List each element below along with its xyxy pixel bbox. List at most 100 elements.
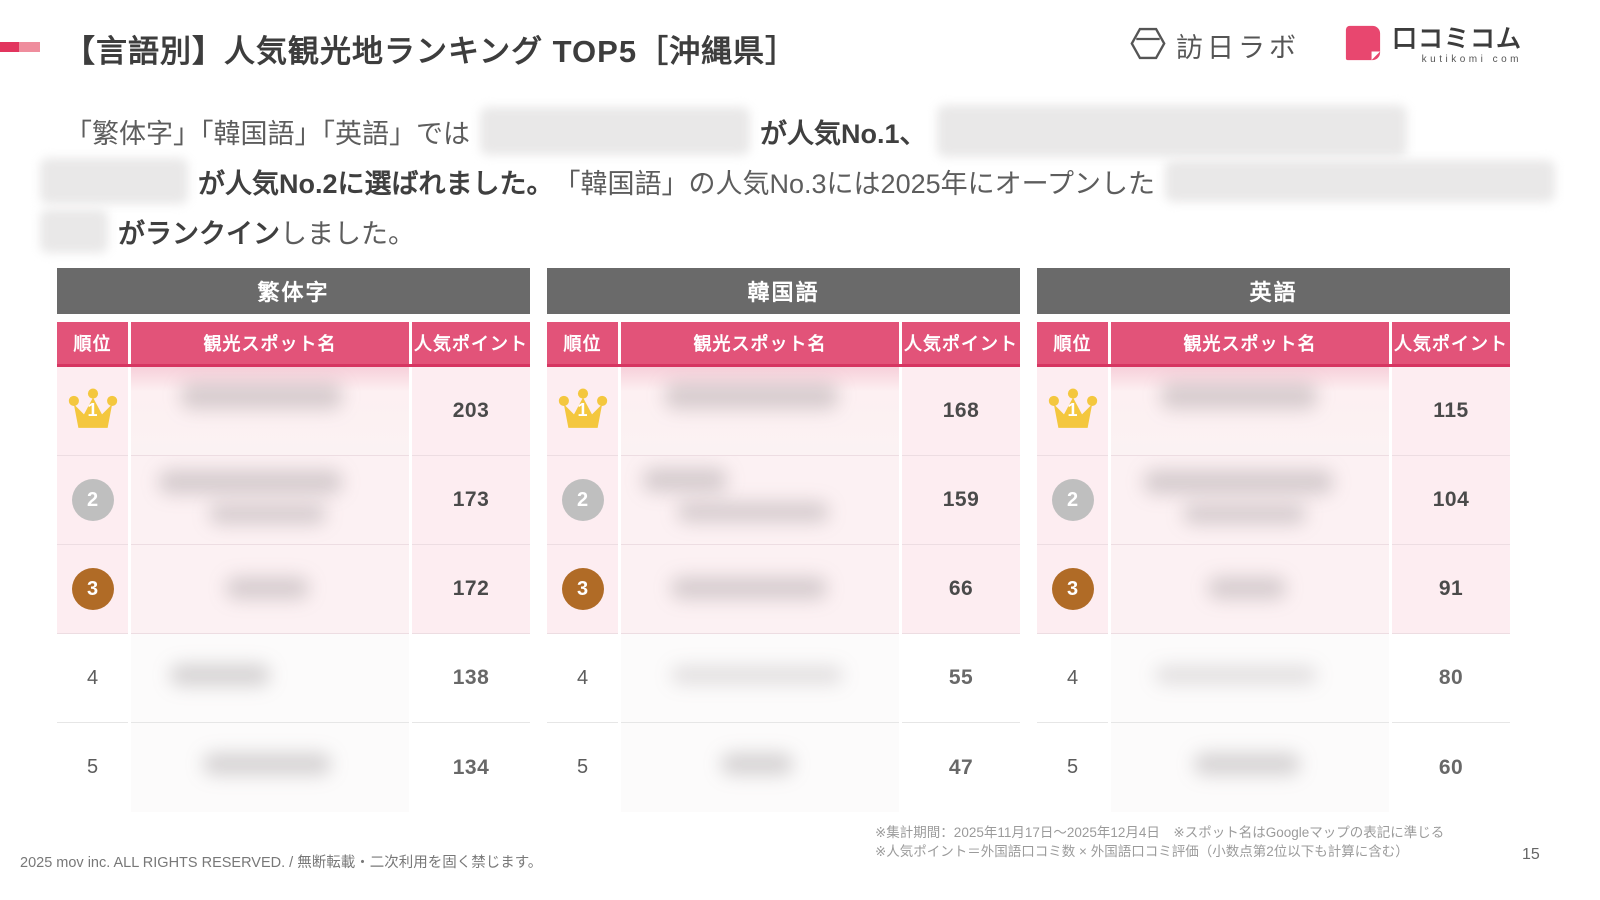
rank3-badge: 3 [1051,568,1094,610]
ranking-table-traditional-chinese: 繁体字 順位 観光スポット名 人気ポイント [57,268,530,812]
spot-name-cell-redacted [131,545,409,634]
points-cell: 172 [412,545,530,634]
rank2-badge: 2 [1051,479,1094,521]
rank3-badge: 3 [561,568,604,610]
spot-name-cell-redacted [1111,456,1389,545]
column-header-row: 順位 観光スポット名 人気ポイント [57,322,530,364]
spot-name-cell-redacted [621,545,899,634]
table-row: 3 172 [57,545,530,634]
points-cell: 80 [1392,634,1510,723]
rank-label: 4 [576,666,589,689]
rank-cell: 4 [1037,634,1108,723]
spot-name-cell-redacted [131,723,409,812]
rank-label: 4 [1066,666,1079,689]
column-header-rank: 順位 [57,322,128,364]
title-accent-dash [0,42,40,52]
rank-cell: 1 [57,367,128,456]
kutikomi-logo-text: 口コミコム [1391,24,1522,53]
houjitsu-lab-logo-text: 訪日ラボ [1175,33,1300,63]
column-header-row: 順位 観光スポット名 人気ポイント [547,322,1020,364]
table-row: 2 159 [547,456,1020,545]
spot-name-cell-redacted [131,367,409,456]
spot-name-cell-redacted [1111,545,1389,634]
points-cell: 173 [412,456,530,545]
points-cell: 66 [902,545,1020,634]
rank-cell: 5 [57,723,128,812]
hexagon-icon [1130,27,1166,65]
kutikomi-logo: 口コミコム kutikomi com [1344,24,1522,67]
table-row: 4 55 [547,634,1020,723]
table-row: 5 134 [57,723,530,812]
spot-name-cell-redacted [1111,723,1389,812]
table-row: 4 138 [57,634,530,723]
footnote-line: ※人気ポイント＝外国語口コミ数 × 外国語口コミ評価（小数点第2位以下も計算に含… [875,844,1409,859]
table-body: 1 115 2 104 [1037,364,1510,812]
spot-name-cell-redacted [621,367,899,456]
table-row: 4 80 [1037,634,1510,723]
rank2-badge: 2 [71,479,114,521]
kutikomi-logo-subtext: kutikomi com [1421,53,1522,65]
crown-rank1-icon: 1 [66,387,120,435]
table-body: 1 168 2 159 [547,364,1020,812]
intro-text: 「韓国語」の人気No.3には2025年にオープンした [553,168,1155,199]
redacted-spot-name [480,107,750,155]
rank-label: 5 [86,756,99,778]
spot-name-cell-redacted [621,723,899,812]
intro-line-1: 「繁体字」「韓国語」「英語」では が人気No.1、 [40,105,1540,157]
table-row: 1 168 [547,367,1020,456]
column-header-spot-name: 観光スポット名 [621,322,899,364]
intro-text: 「繁体字」「韓国語」「英語」では [65,118,470,149]
column-header-row: 順位 観光スポット名 人気ポイント [1037,322,1510,364]
language-header: 英語 [1037,268,1510,314]
rank-cell: 2 [1037,456,1108,545]
table-row: 3 91 [1037,545,1510,634]
redacted-spot-name [40,209,108,253]
column-header-points: 人気ポイント [412,322,530,364]
points-cell: 203 [412,367,530,456]
rank-cell: 3 [1037,545,1108,634]
footnote-line: ※集計期間：2025年11月17日～2025年12月4日 ※スポット名はGoog… [875,825,1445,840]
table-row: 1 203 [57,367,530,456]
rank-label: 5 [1066,756,1079,778]
points-cell: 91 [1392,545,1510,634]
table-row: 2 173 [57,456,530,545]
column-header-rank: 順位 [547,322,618,364]
intro-line-3: がランクイン しました。 [40,206,1540,256]
page-title: 【言語別】人気観光地ランキング TOP5［沖縄県］ [64,34,798,69]
intro-paragraph: 「繁体字」「韓国語」「英語」では が人気No.1、 が人気No.2に選ばれました… [40,105,1555,256]
table-row: 5 47 [547,723,1020,812]
points-cell: 55 [902,634,1020,723]
column-header-spot-name: 観光スポット名 [131,322,409,364]
intro-text: しました。 [280,218,415,249]
spot-name-cell-redacted [621,456,899,545]
spot-name-cell-redacted [1111,367,1389,456]
points-cell: 115 [1392,367,1510,456]
redacted-spot-name [1165,160,1555,202]
points-cell: 104 [1392,456,1510,545]
points-cell: 60 [1392,723,1510,812]
rank-cell: 2 [57,456,128,545]
rank-cell: 2 [547,456,618,545]
intro-line-2: が人気No.2に選ばれました。 「韓国語」の人気No.3には2025年にオープン… [40,156,1555,206]
rank-cell: 3 [57,545,128,634]
points-cell: 47 [902,723,1020,812]
table-row: 3 66 [547,545,1020,634]
spot-name-cell-redacted [621,634,899,723]
ranking-table-korean: 韓国語 順位 観光スポット名 人気ポイント [547,268,1020,812]
footnotes: ※集計期間：2025年11月17日～2025年12月4日 ※スポット名はGoog… [875,823,1444,861]
table-row: 1 115 [1037,367,1510,456]
rank-cell: 1 [1037,367,1108,456]
rank2-badge: 2 [561,479,604,521]
rank-cell: 3 [547,545,618,634]
language-header: 韓国語 [547,268,1020,314]
accent-dash-dark [0,42,19,52]
rank-label: 5 [576,756,589,778]
spot-name-cell-redacted [1111,634,1389,723]
intro-text-bold: が人気No.1、 [760,118,927,149]
column-header-points: 人気ポイント [1392,322,1510,364]
logo-group: 訪日ラボ 口コミコム kutikomi com [1130,24,1522,67]
points-cell: 168 [902,367,1020,456]
houjitsu-lab-logo: 訪日ラボ [1130,26,1300,65]
page-number: 15 [1522,846,1540,863]
